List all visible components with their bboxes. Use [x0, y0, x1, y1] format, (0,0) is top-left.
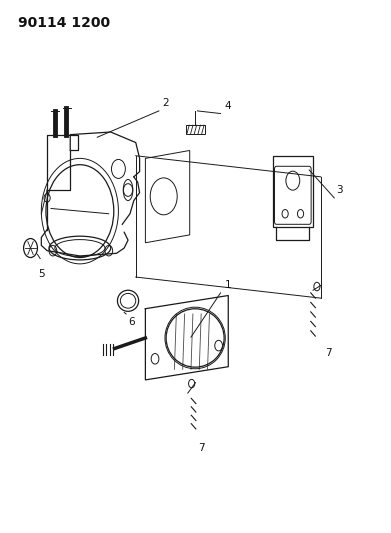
Text: 1: 1: [224, 280, 231, 290]
Text: 90114 1200: 90114 1200: [18, 16, 110, 30]
Text: 6: 6: [128, 317, 135, 327]
Text: 5: 5: [38, 269, 45, 279]
Text: 7: 7: [198, 443, 204, 453]
Text: 4: 4: [224, 101, 231, 111]
Text: 7: 7: [325, 348, 331, 358]
Text: 3: 3: [336, 185, 343, 195]
Text: 2: 2: [163, 98, 169, 108]
Bar: [186, 125, 205, 134]
